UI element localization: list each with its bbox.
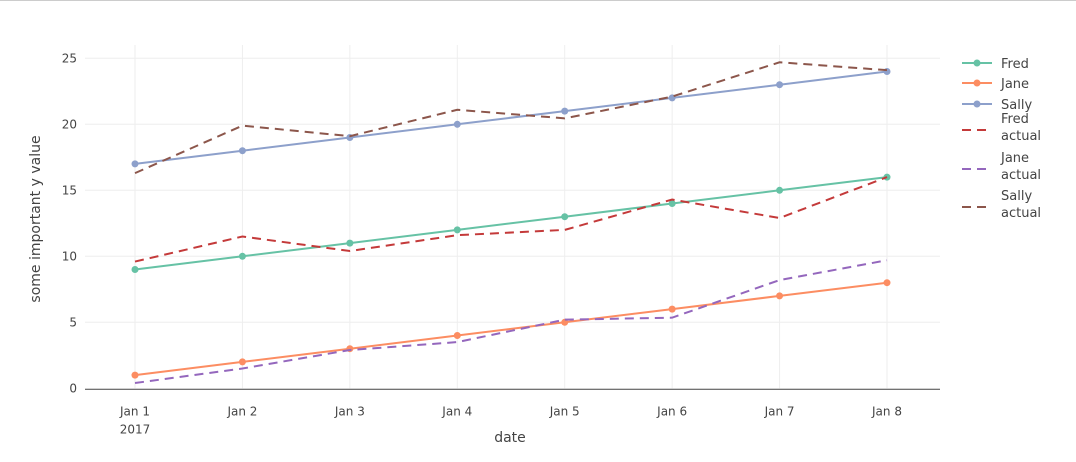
data-point-fred — [668, 200, 676, 207]
series-line-sally-actual — [134, 61, 888, 175]
data-point-sally — [238, 147, 246, 155]
legend-marker — [973, 79, 981, 87]
series-line-jane-actual — [134, 259, 888, 385]
legend-item-jane-actual[interactable]: Jane actual — [962, 151, 1041, 183]
legend-item-jane[interactable]: Jane — [962, 77, 1029, 92]
legend-marker — [973, 59, 981, 67]
y-tick-label: 15 — [62, 183, 77, 197]
series-line-jane — [134, 281, 888, 377]
y-axis-title: some important y value — [28, 135, 44, 302]
y-tick-label: 20 — [62, 117, 77, 131]
data-point-jane — [238, 358, 246, 366]
grid — [85, 45, 940, 389]
legend-label: Fred — [1001, 112, 1029, 127]
x-tick-label: Jan 2 — [226, 404, 257, 418]
x-tick-label: Jan 3 — [334, 404, 365, 418]
data-point-jane — [131, 371, 139, 379]
y-tick-label: 25 — [62, 51, 77, 65]
legend-label: Sally — [1001, 98, 1032, 113]
data-point-fred — [561, 213, 569, 221]
data-point-sally — [131, 160, 139, 168]
x-axis-title: date — [494, 430, 526, 446]
data-point-sally — [776, 81, 784, 89]
legend-label: actual — [1001, 168, 1041, 183]
data-point-jane — [776, 292, 784, 300]
axes: Jan 1 Jan 2 Jan 3 Jan 4 Jan 5 Jan 6 Jan 7 Jan 8… — [62, 51, 940, 436]
series-line-sally — [134, 70, 888, 165]
x-tick-label: Jan 4 — [441, 404, 472, 418]
legend-marker — [973, 100, 981, 108]
legend: FredJaneSallyFredactualJaneactualSallyac… — [962, 57, 1041, 221]
series-lines — [131, 61, 891, 385]
y-tick-label: 0 — [69, 381, 77, 395]
data-point-fred — [776, 186, 784, 194]
legend-label: Fred — [1001, 57, 1029, 72]
data-point-fred — [238, 252, 246, 260]
series-line-fred-actual — [134, 176, 888, 263]
y-tick-label: 5 — [69, 315, 77, 329]
x-tick-label: Jan 8 — [871, 404, 902, 418]
legend-label: Jane — [1000, 151, 1029, 166]
legend-label: actual — [1001, 206, 1041, 221]
y-tick-label: 10 — [62, 249, 77, 263]
series-line-fred — [134, 176, 888, 271]
x-tick-label: Jan 6 — [656, 404, 687, 418]
legend-item-fred[interactable]: Fred — [962, 57, 1029, 72]
legend-label: Jane — [1000, 77, 1029, 92]
legend-label: actual — [1001, 129, 1041, 144]
data-point-fred — [131, 266, 139, 273]
legend-item-fred-actual[interactable]: Fred actual — [962, 112, 1041, 144]
x-tick-year-label: 2017 — [120, 422, 151, 436]
data-point-fred — [346, 239, 354, 247]
data-point-sally — [561, 107, 569, 115]
x-tick-label: Jan 7 — [764, 404, 795, 418]
x-tick-label: Jan 1 — [119, 404, 150, 418]
data-point-jane — [883, 279, 891, 287]
data-point-jane — [453, 332, 461, 339]
legend-item-sally-actual[interactable]: Sally actual — [962, 189, 1041, 221]
data-point-fred — [453, 226, 461, 234]
x-tick-label: Jan 5 — [549, 404, 580, 418]
data-point-jane — [668, 305, 676, 313]
legend-item-sally[interactable]: Sally — [962, 98, 1032, 113]
legend-label: Sally — [1001, 189, 1032, 204]
data-point-sally — [453, 120, 461, 128]
